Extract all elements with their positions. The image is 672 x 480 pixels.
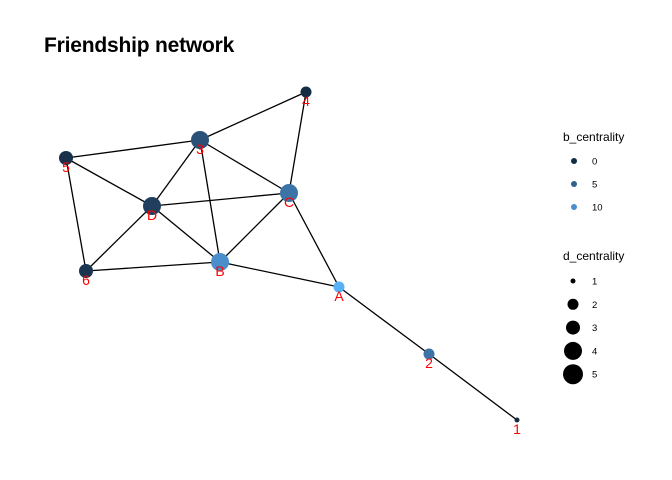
graph-title: Friendship network (44, 34, 235, 57)
b-centrality-key-label: 5 (592, 180, 597, 191)
edge-3-4 (199, 91, 307, 141)
d-centrality-key-1 (570, 278, 576, 284)
node-label-A: A (334, 288, 344, 304)
b-centrality-key-10 (571, 204, 577, 210)
node-label-6: 6 (82, 272, 90, 288)
b-centrality-key-label: 10 (592, 203, 603, 214)
d-centrality-key-4 (564, 341, 582, 360)
node-A (333, 281, 345, 293)
b-centrality-key-5 (571, 181, 577, 187)
d-centrality-key-label: 3 (592, 323, 597, 334)
d-centrality-key-label: 2 (592, 300, 597, 311)
edge-C-A (288, 192, 340, 288)
d-centrality-key-label: 5 (592, 370, 597, 381)
b-centrality-key-label: 0 (592, 157, 597, 168)
node-label-layer: A B C D 3 4 5 6 2 1 (62, 93, 521, 437)
b-centrality-legend-title: b_centrality (563, 130, 624, 144)
node-B (211, 253, 229, 271)
edge-6-B (85, 261, 221, 272)
d-centrality-legend: d_centrality 1 2 3 4 5 (563, 249, 624, 385)
d-centrality-key-5 (563, 364, 583, 385)
edge-3-D (151, 139, 201, 207)
node-6 (79, 264, 93, 278)
d-centrality-key-label: 1 (592, 277, 597, 288)
node-C (280, 184, 298, 202)
edge-D-6 (85, 205, 153, 272)
node-label-4: 4 (302, 93, 310, 109)
edge-D-C (151, 192, 290, 207)
node-label-5: 5 (62, 159, 70, 175)
d-centrality-key-3 (566, 320, 580, 335)
node-label-B: B (215, 263, 224, 279)
edge-layer (65, 91, 518, 421)
edge-A-2 (338, 286, 430, 355)
node-4 (300, 86, 312, 98)
node-2 (423, 348, 435, 360)
node-label-2: 2 (425, 355, 433, 371)
d-centrality-key-2 (567, 298, 579, 310)
edge-3-C (199, 139, 290, 194)
node-layer (59, 86, 520, 423)
edge-4-C (288, 91, 307, 194)
b-centrality-legend: b_centrality 0 5 10 (563, 130, 624, 214)
node-label-C: C (284, 194, 294, 210)
d-centrality-key-label: 4 (592, 346, 597, 357)
node-label-1: 1 (513, 421, 521, 437)
node-label-3: 3 (196, 141, 204, 157)
node-label-D: D (147, 207, 157, 223)
edge-5-3 (65, 139, 201, 159)
edge-5-6 (65, 157, 87, 272)
edge-C-B (219, 192, 290, 263)
node-1 (514, 417, 520, 423)
node-D (143, 197, 161, 215)
edge-B-A (219, 261, 340, 288)
node-3 (191, 131, 209, 149)
node-5 (59, 151, 73, 165)
edge-D-B (151, 205, 221, 263)
edge-5-D (65, 157, 153, 207)
edge-2-1 (428, 353, 518, 421)
b-centrality-key-0 (571, 158, 577, 164)
d-centrality-legend-title: d_centrality (563, 249, 624, 263)
